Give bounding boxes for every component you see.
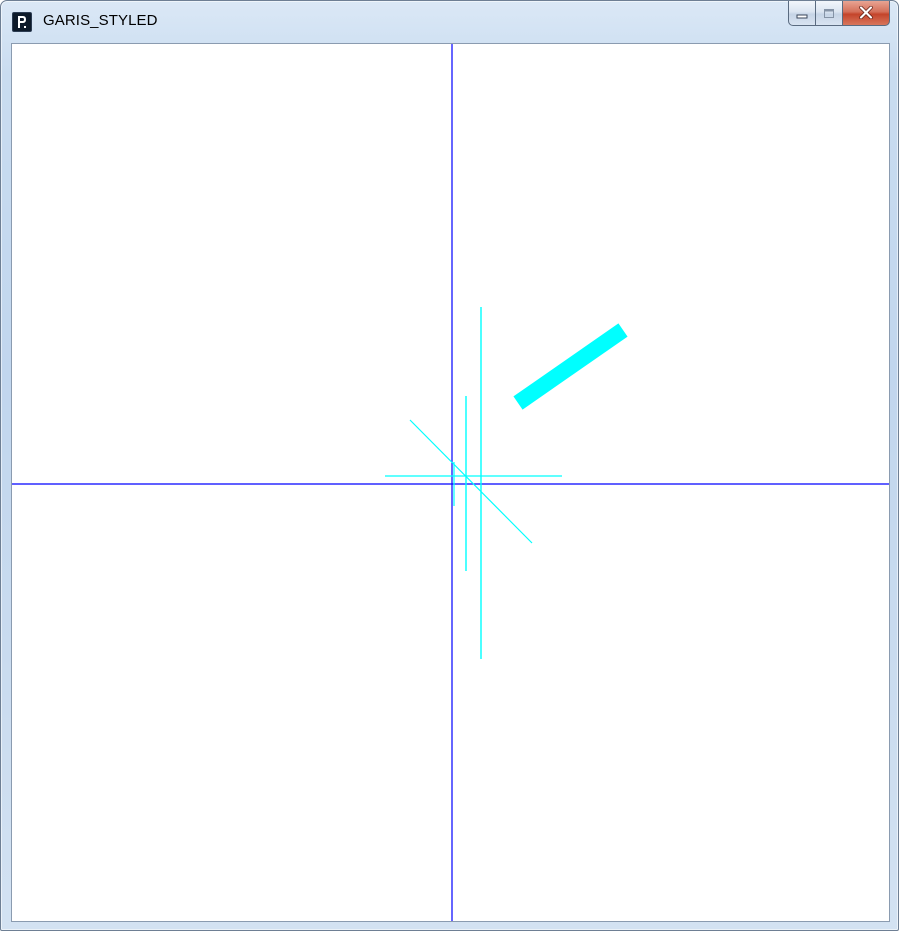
close-icon [859, 4, 873, 23]
drawing-canvas[interactable] [11, 43, 890, 922]
minimize-icon [796, 4, 808, 23]
caption-buttons [788, 1, 890, 27]
processing-p-icon[interactable] [12, 12, 32, 32]
window-title: GARIS_STYLED [43, 12, 158, 29]
minimize-button[interactable] [788, 1, 816, 26]
maximize-button[interactable] [816, 1, 843, 26]
diagonal-cross-line [409, 419, 533, 544]
maximize-icon [823, 4, 835, 23]
close-button[interactable] [843, 1, 890, 26]
title-bar[interactable]: GARIS_STYLED [1, 1, 898, 41]
thick-diagonal-bar [513, 323, 628, 410]
canvas-svg [12, 44, 889, 921]
